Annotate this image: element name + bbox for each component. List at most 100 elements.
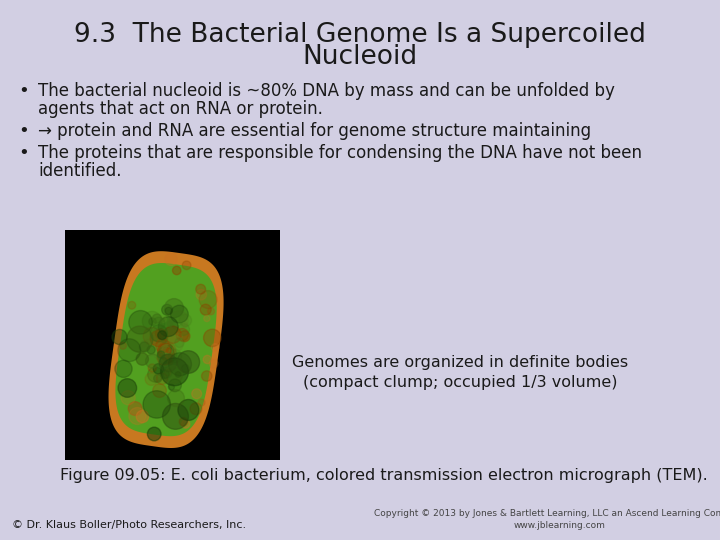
Circle shape bbox=[178, 323, 189, 335]
Circle shape bbox=[165, 307, 172, 314]
Circle shape bbox=[143, 312, 162, 331]
Text: → protein and RNA are essential for genome structure maintaining: → protein and RNA are essential for geno… bbox=[38, 122, 591, 140]
Circle shape bbox=[162, 346, 170, 354]
Circle shape bbox=[164, 299, 184, 318]
Circle shape bbox=[161, 370, 169, 379]
Polygon shape bbox=[109, 251, 224, 448]
Circle shape bbox=[168, 390, 184, 407]
Circle shape bbox=[196, 289, 207, 300]
Text: agents that act on RNA or protein.: agents that act on RNA or protein. bbox=[38, 100, 323, 118]
Text: Figure 09.05: E. coli bacterium, colored transmission electron micrograph (TEM).: Figure 09.05: E. coli bacterium, colored… bbox=[60, 468, 708, 483]
Text: (compact clump; occupied 1/3 volume): (compact clump; occupied 1/3 volume) bbox=[302, 375, 617, 390]
Circle shape bbox=[161, 338, 167, 343]
Circle shape bbox=[127, 326, 153, 352]
Circle shape bbox=[203, 355, 212, 363]
Circle shape bbox=[161, 367, 172, 378]
Circle shape bbox=[165, 366, 183, 383]
Circle shape bbox=[200, 304, 211, 315]
Text: •: • bbox=[18, 122, 29, 140]
Circle shape bbox=[150, 330, 166, 347]
Circle shape bbox=[198, 399, 205, 406]
Circle shape bbox=[190, 403, 202, 415]
Circle shape bbox=[143, 327, 161, 345]
Circle shape bbox=[168, 360, 173, 364]
Circle shape bbox=[171, 305, 188, 323]
Circle shape bbox=[169, 311, 189, 330]
Circle shape bbox=[166, 348, 171, 353]
Circle shape bbox=[145, 373, 158, 386]
Circle shape bbox=[118, 339, 140, 362]
Bar bbox=[65, 230, 280, 460]
Circle shape bbox=[177, 351, 199, 373]
Circle shape bbox=[161, 347, 177, 362]
Circle shape bbox=[175, 333, 183, 341]
Circle shape bbox=[128, 402, 142, 415]
Circle shape bbox=[204, 329, 221, 347]
Circle shape bbox=[181, 420, 190, 428]
Circle shape bbox=[163, 326, 181, 343]
Circle shape bbox=[179, 417, 187, 426]
Circle shape bbox=[192, 389, 202, 399]
Circle shape bbox=[160, 345, 173, 357]
Circle shape bbox=[160, 316, 166, 323]
Circle shape bbox=[161, 358, 189, 386]
Circle shape bbox=[163, 403, 189, 429]
Circle shape bbox=[179, 314, 192, 327]
Text: •: • bbox=[18, 82, 29, 100]
Circle shape bbox=[168, 346, 172, 350]
Circle shape bbox=[162, 305, 173, 315]
Text: Nucleoid: Nucleoid bbox=[302, 44, 418, 70]
Circle shape bbox=[156, 329, 166, 339]
Circle shape bbox=[128, 301, 135, 309]
Text: identified.: identified. bbox=[38, 162, 122, 180]
Circle shape bbox=[163, 336, 168, 341]
Circle shape bbox=[145, 354, 160, 368]
Circle shape bbox=[165, 253, 177, 266]
Text: The bacterial nucleoid is ~80% DNA by mass and can be unfolded by: The bacterial nucleoid is ~80% DNA by ma… bbox=[38, 82, 615, 100]
Circle shape bbox=[158, 343, 174, 360]
Text: www.jblearning.com: www.jblearning.com bbox=[514, 521, 606, 530]
Circle shape bbox=[129, 408, 146, 424]
Circle shape bbox=[158, 341, 176, 360]
Circle shape bbox=[153, 314, 161, 323]
Circle shape bbox=[157, 350, 172, 365]
Circle shape bbox=[159, 354, 177, 372]
Circle shape bbox=[196, 284, 206, 294]
Circle shape bbox=[140, 342, 150, 352]
Circle shape bbox=[211, 343, 219, 351]
Circle shape bbox=[166, 336, 183, 353]
Circle shape bbox=[143, 391, 171, 418]
Circle shape bbox=[158, 347, 175, 364]
Circle shape bbox=[142, 339, 158, 356]
Circle shape bbox=[136, 353, 148, 365]
Circle shape bbox=[160, 343, 174, 357]
Circle shape bbox=[153, 317, 165, 329]
Circle shape bbox=[168, 384, 174, 390]
Circle shape bbox=[154, 348, 165, 360]
Circle shape bbox=[181, 364, 189, 372]
Circle shape bbox=[129, 310, 153, 334]
Text: 9.3  The Bacterial Genome Is a Supercoiled: 9.3 The Bacterial Genome Is a Supercoile… bbox=[74, 22, 646, 48]
Circle shape bbox=[141, 341, 148, 347]
Text: © Dr. Klaus Boller/Photo Researchers, Inc.: © Dr. Klaus Boller/Photo Researchers, In… bbox=[12, 520, 246, 530]
Text: •: • bbox=[18, 144, 29, 162]
Polygon shape bbox=[115, 263, 217, 436]
Circle shape bbox=[158, 317, 178, 336]
Circle shape bbox=[115, 360, 132, 377]
Circle shape bbox=[148, 364, 156, 372]
Circle shape bbox=[156, 373, 168, 384]
Circle shape bbox=[120, 342, 127, 349]
Circle shape bbox=[160, 357, 167, 364]
Circle shape bbox=[183, 322, 188, 327]
Circle shape bbox=[175, 372, 181, 377]
Circle shape bbox=[148, 427, 161, 441]
Circle shape bbox=[153, 363, 163, 374]
Circle shape bbox=[207, 308, 215, 315]
Circle shape bbox=[121, 390, 135, 405]
Circle shape bbox=[204, 315, 210, 322]
Circle shape bbox=[210, 359, 218, 368]
Circle shape bbox=[175, 338, 184, 347]
Circle shape bbox=[167, 321, 173, 327]
Circle shape bbox=[164, 369, 171, 376]
Text: The proteins that are responsible for condensing the DNA have not been: The proteins that are responsible for co… bbox=[38, 144, 642, 162]
